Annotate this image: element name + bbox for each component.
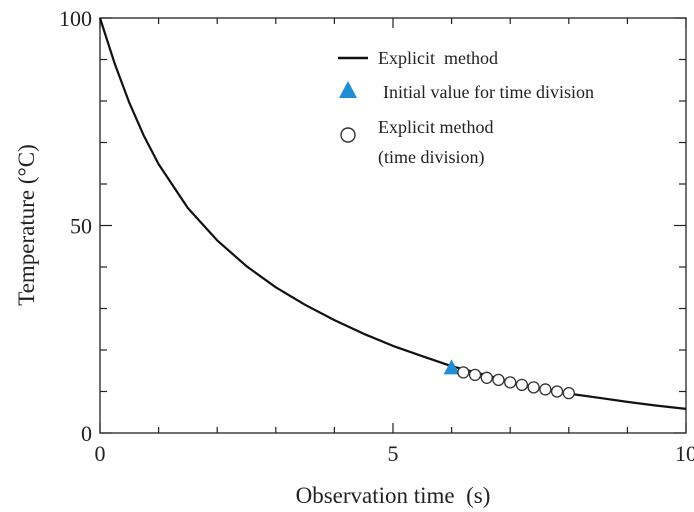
data-point-time-division [457,366,470,379]
data-point-time-division [550,385,564,398]
data-point-time-division [480,371,493,384]
legend-label-time-division-line1: Explicit method [378,117,493,137]
data-point-time-division [492,373,505,387]
legend-label-explicit: Explicit method [378,48,498,68]
legend-label-initial: Initial value for time division [383,82,594,102]
data-point-time-division [527,381,540,394]
x-tick-label: 0 [95,441,106,466]
x-axis-label: Observation time (s) [296,483,491,508]
y-tick-label: 0 [81,421,92,446]
legend: Explicit method Initial value for time d… [338,48,594,168]
x-tick-label: 5 [388,441,399,466]
series-line-explicit-method [98,17,687,410]
data-point-time-division [468,368,482,382]
x-tick-label: 10 [675,441,694,466]
data-point-time-division [539,383,552,396]
legend-triangle-swatch [339,81,357,98]
y-tick-label: 100 [59,6,92,31]
data-point-time-division [515,378,529,392]
data-point-time-division [504,376,517,389]
legend-label-time-division-line2: (time division) [378,147,485,168]
series-layer [98,17,687,410]
y-axis-label: Temperature (°C) [14,144,39,305]
legend-circle-swatch [340,127,356,143]
data-point-time-division [562,387,575,400]
data-point-initial-value [443,359,460,375]
plot-frame [99,17,687,434]
y-tick-label: 50 [70,214,92,239]
axis-ticks [99,17,687,434]
